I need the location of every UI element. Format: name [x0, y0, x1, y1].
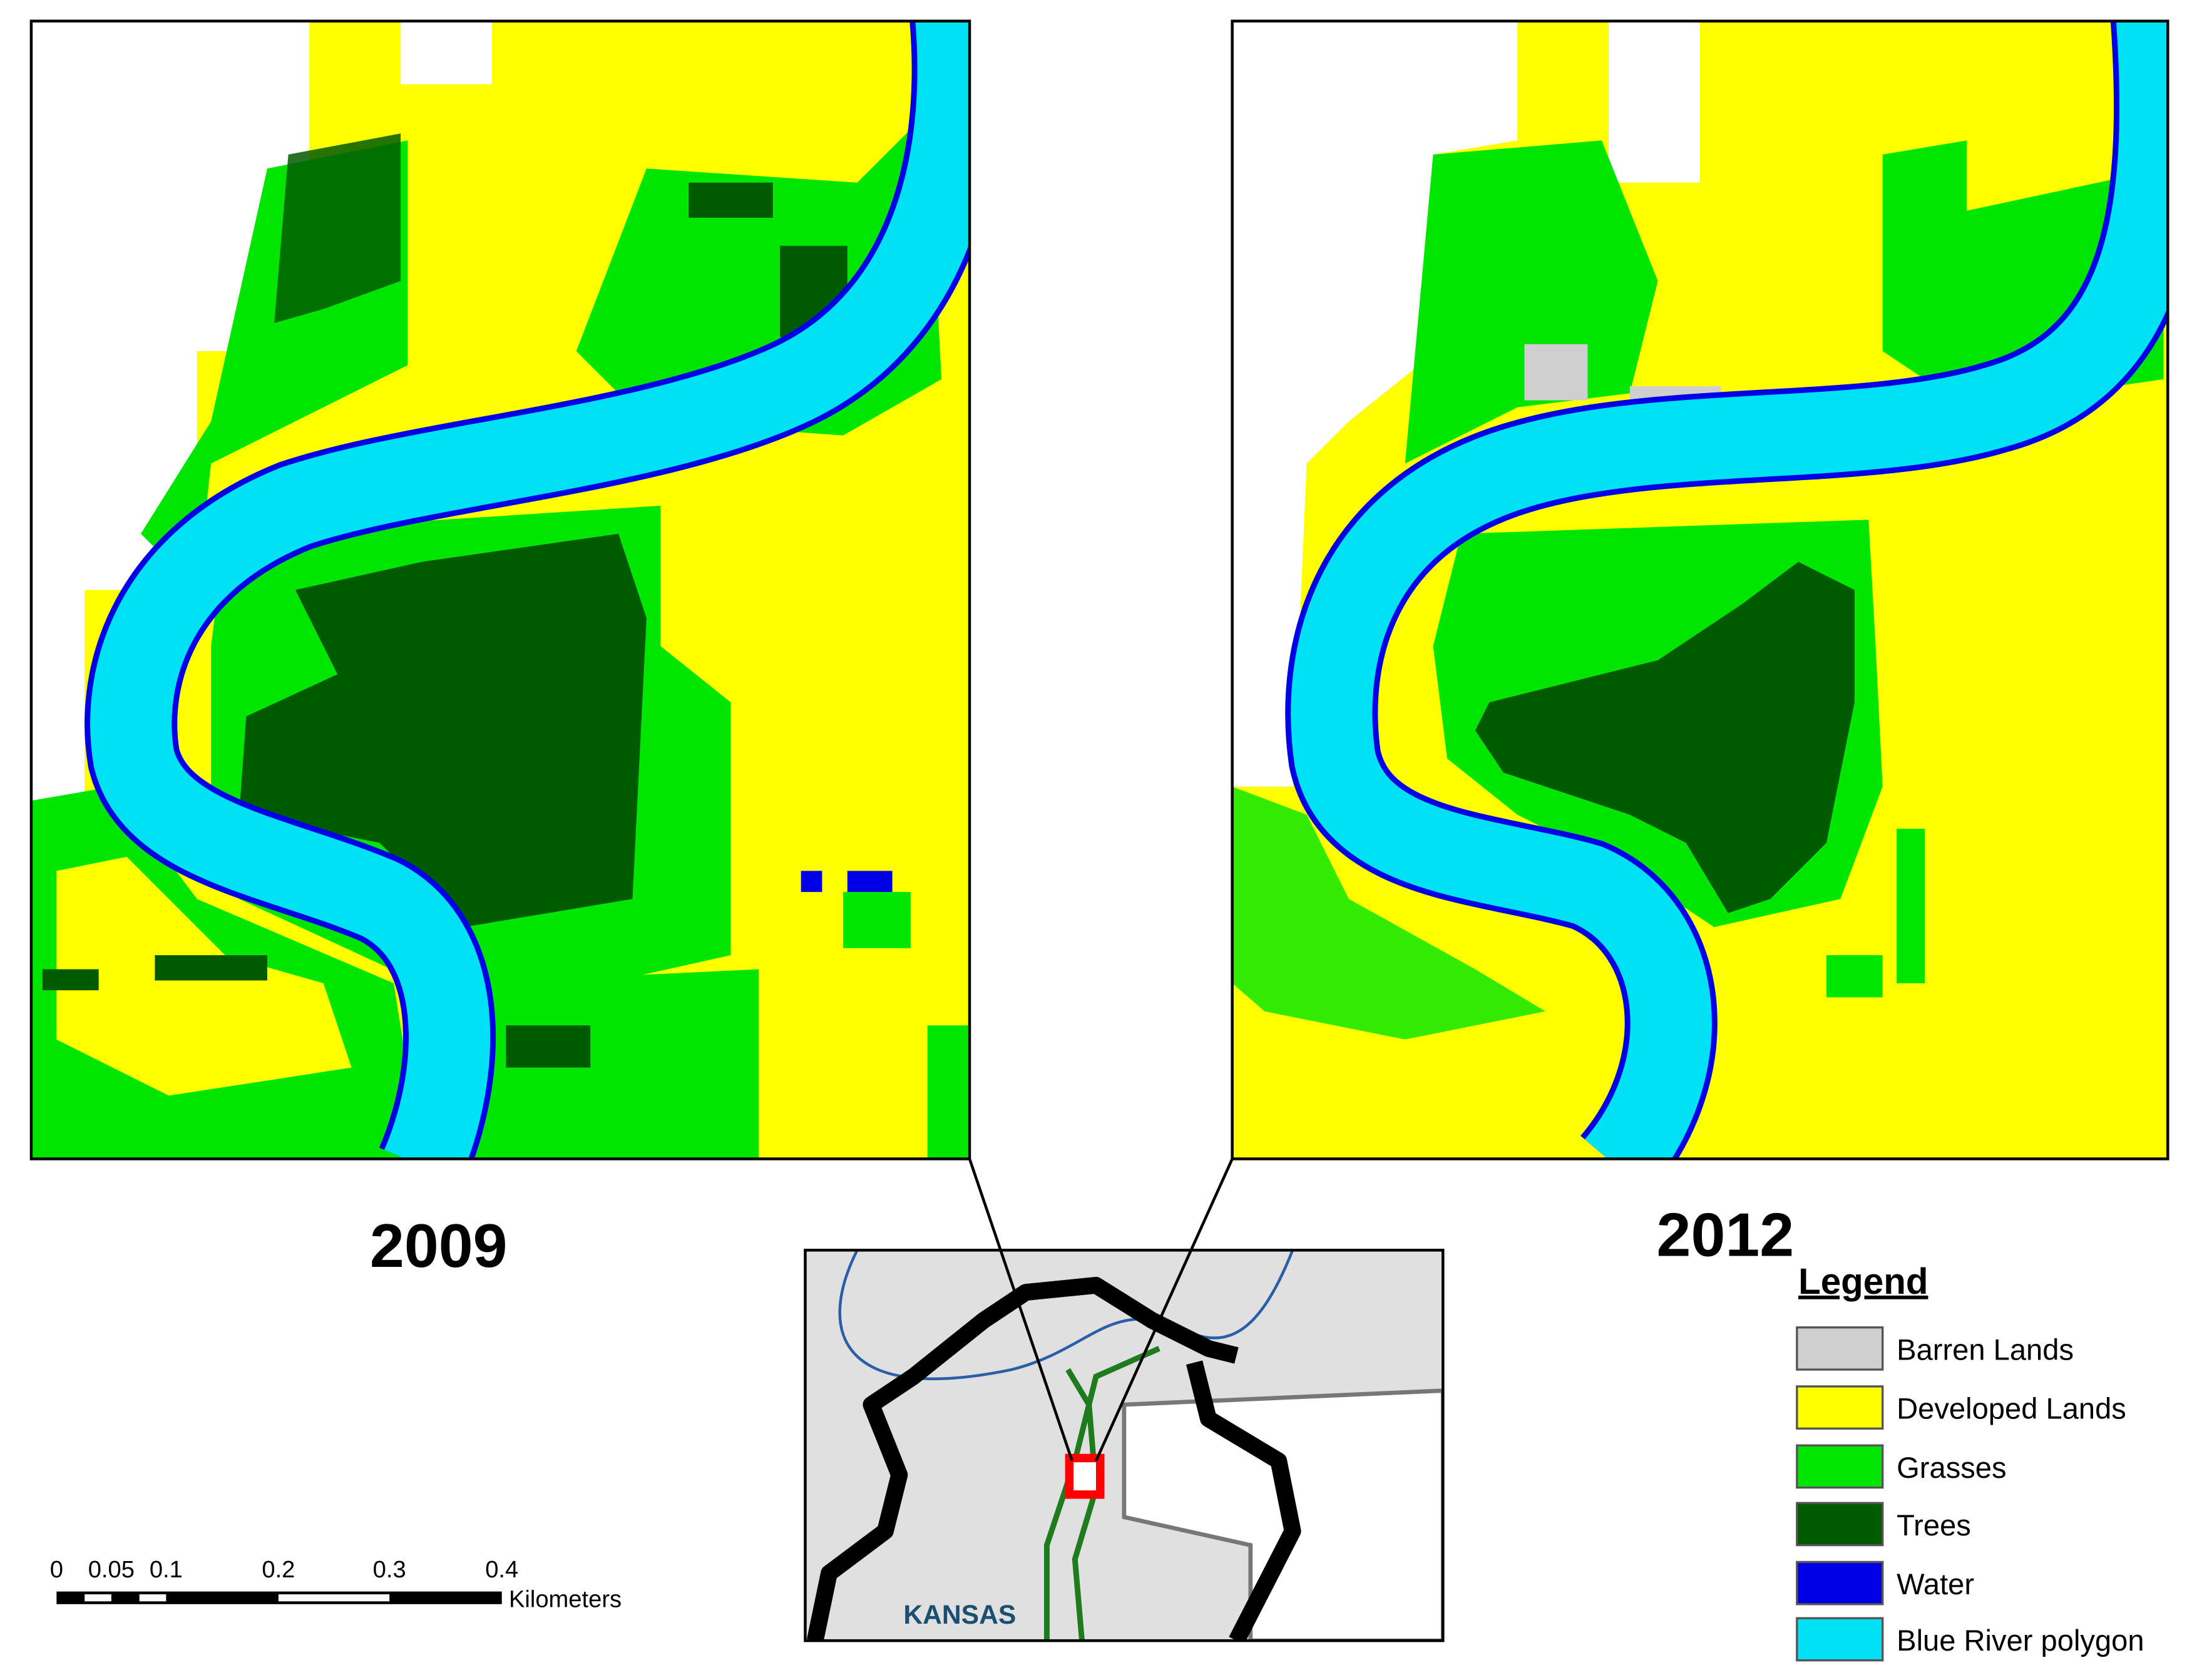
legend-label: Grasses — [1897, 1451, 2006, 1484]
scale-bar: Kilometers 0 0.05 0.1 0.2 0.3 0.4 — [50, 1556, 622, 1612]
scale-label: 0.4 — [485, 1556, 518, 1583]
legend-swatch — [1796, 1326, 1884, 1371]
legend-swatch — [1796, 1560, 1884, 1606]
scale-label: 0.05 — [88, 1556, 135, 1583]
legend-swatch — [1796, 1444, 1884, 1489]
legend-swatch — [1796, 1385, 1884, 1430]
legend-label: Barren Lands — [1897, 1333, 2074, 1366]
inset-label: KANSAS — [903, 1600, 1016, 1630]
scale-label: 0.1 — [150, 1556, 183, 1583]
legend-swatch — [1796, 1617, 1884, 1662]
panel-label: 2012 — [1657, 1200, 1795, 1269]
legend-label: Blue River polygon — [1897, 1624, 2144, 1657]
legend-label: Trees — [1897, 1508, 1971, 1542]
scale-label: 0.2 — [262, 1556, 295, 1583]
legend-swatch — [1796, 1502, 1884, 1547]
map-2009 — [31, 21, 970, 1159]
inset-map: KANSAS — [805, 1250, 1443, 1641]
panel-label: 2009 — [370, 1211, 508, 1280]
scale-label: 0 — [50, 1556, 63, 1583]
legend-label: Developed Lands — [1897, 1392, 2126, 1425]
legend-label: Water — [1897, 1567, 1974, 1601]
map-2012 — [1232, 21, 2168, 1159]
scale-label: 0.3 — [373, 1556, 406, 1583]
legend-title: Legend — [1798, 1261, 1928, 1302]
scale-unit: Kilometers — [509, 1585, 622, 1612]
legend: Barren Lands Developed Lands Grasses Trees W… — [1796, 1326, 2144, 1662]
